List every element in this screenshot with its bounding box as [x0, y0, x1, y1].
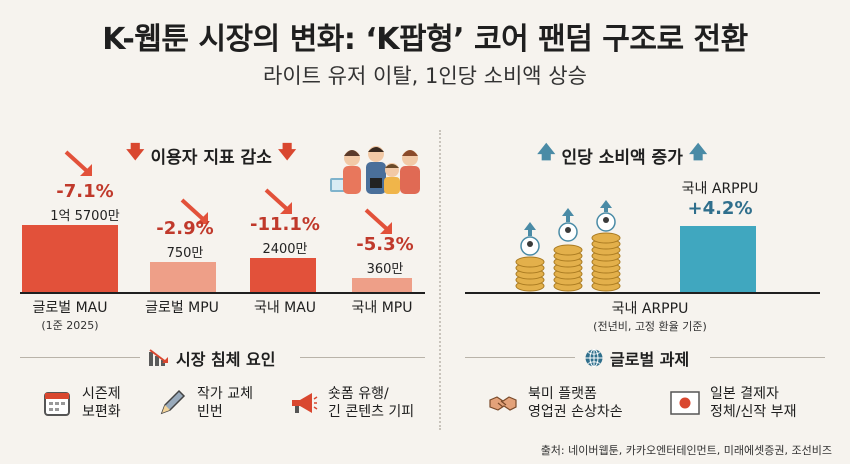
source-note: 출처: 네이버웹툰, 카카오엔터테인먼트, 미래에셋증권, 조선비즈 [540, 444, 832, 457]
diagonal-down-arrow-icon [264, 188, 292, 214]
market-decline-header: 시장 침체 요인 [148, 346, 275, 370]
section-rule [20, 357, 140, 358]
panel-divider [439, 130, 441, 430]
diagonal-down-arrow-icon [64, 150, 92, 176]
bar-pct-label: -7.1% [56, 181, 114, 202]
pen-icon [155, 386, 189, 420]
handshake-icon [486, 386, 520, 420]
calendar-icon [40, 386, 74, 420]
up-arrow-icon: 🡅 [537, 142, 556, 163]
factor-line2: 보편화 [82, 404, 121, 420]
factor-line1: 작가 교체 [197, 386, 253, 402]
factor-line1: 숏폼 유행/ [328, 386, 389, 402]
down-arrow-icon: 🡇 [277, 142, 297, 163]
bar-domestic-mau [250, 258, 316, 292]
globe-icon [585, 349, 603, 367]
bar-domestic-mpu [352, 278, 412, 292]
bar-category-label: 국내 MAU [253, 300, 317, 316]
bar-category-note: (1준 2025) [41, 319, 99, 332]
factor-line2: 정체/신작 부재 [710, 404, 797, 420]
diagonal-down-arrow-icon [180, 198, 208, 224]
up-arrow-icon: 🡅 [688, 142, 708, 163]
coin-stacks-icon [515, 200, 621, 292]
bar-global-mpu [150, 262, 216, 292]
megaphone-icon [286, 386, 320, 420]
chart-baseline [20, 292, 425, 294]
bar-global-mau [22, 225, 118, 292]
bar-category-label: 국내 MPU [351, 300, 413, 316]
arppu-bottom-label: 국내 ARPPU [611, 301, 689, 317]
bar-chart-down-icon [149, 349, 168, 366]
factor-line1: 시즌제 [82, 386, 121, 402]
factor-line1: 북미 플랫폼 [528, 386, 597, 402]
bar-category-label: 글로벌 MAU [32, 300, 108, 316]
family-illustration-icon [330, 146, 420, 194]
section-rule [710, 357, 825, 358]
arppu-baseline [465, 292, 820, 294]
arppu-note: (전년비, 고정 환율 기준) [593, 320, 707, 333]
bar-value-label: 360만 [366, 262, 404, 277]
page-subtitle: 라이트 유저 이탈, 1인당 소비액 상승 [263, 64, 587, 88]
bar-category-label: 글로벌 MPU [145, 300, 219, 316]
bar-pct-label: -11.1% [250, 214, 320, 235]
bar-value-label: 1억 5700만 [50, 209, 120, 224]
section-rule [300, 357, 425, 358]
bar-pct-label: -2.9% [156, 218, 214, 239]
global-issues-title: 글로벌 과제 [610, 350, 690, 369]
factor-item: 숏폼 유행/긴 콘텐츠 기피 [286, 385, 414, 421]
arppu-header: 🡅 인당 소비액 증가 🡅 [537, 140, 707, 170]
down-arrow-icon: 🡇 [126, 142, 145, 163]
arppu-bar [680, 226, 756, 292]
user-metrics-title: 이용자 지표 감소 [150, 147, 272, 168]
arppu-pct: +4.2% [687, 198, 753, 219]
japan-flag-icon [668, 386, 702, 420]
diagonal-down-arrow-icon [364, 208, 392, 234]
global-issues-header: 글로벌 과제 [584, 346, 689, 370]
factor-line2: 긴 콘텐츠 기피 [328, 404, 415, 420]
arppu-top-label: 국내 ARPPU [681, 181, 759, 197]
bar-value-label: 2400만 [262, 242, 308, 257]
section-rule [465, 357, 575, 358]
factor-line1: 일본 결제자 [710, 386, 779, 402]
arppu-section-title: 인당 소비액 증가 [561, 147, 683, 168]
user-metrics-header: 🡇 이용자 지표 감소 🡇 [126, 140, 296, 170]
bar-pct-label: -5.3% [356, 234, 414, 255]
factor-line2: 빈번 [197, 404, 223, 420]
market-decline-title: 시장 침체 요인 [176, 350, 276, 369]
page-title: K-웹툰 시장의 변화: ‘K팝형’ 코어 팬덤 구조로 전환 [102, 22, 748, 57]
bar-value-label: 750만 [166, 246, 204, 261]
factor-line2: 영업권 손상차손 [528, 404, 623, 420]
